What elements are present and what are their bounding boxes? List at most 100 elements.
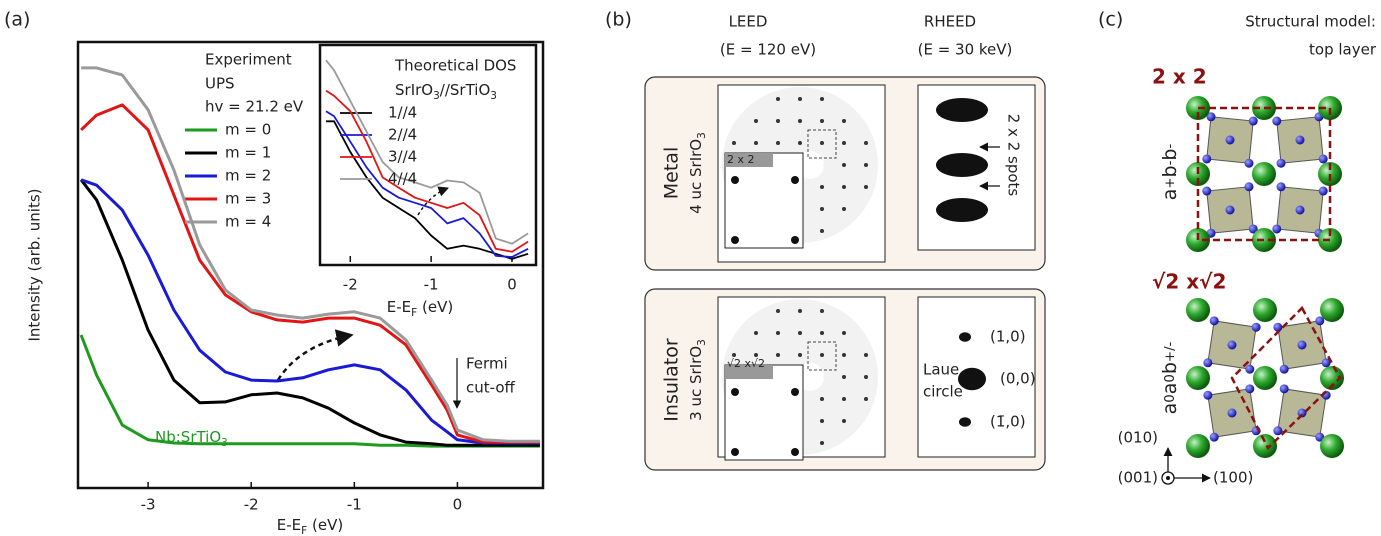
text-part: E-E (277, 516, 301, 534)
o-atom (1295, 135, 1305, 145)
superscript: + (1163, 177, 1178, 188)
o-atom (1244, 182, 1254, 192)
text-part: SrIrO (395, 81, 433, 99)
tilt-pattern: a0a0b+/- (1159, 341, 1181, 414)
diffraction-spot (731, 176, 739, 184)
o-atom (1248, 116, 1258, 126)
o-atom (1206, 112, 1216, 122)
rheed-streak (936, 153, 988, 177)
diffraction-spot (798, 97, 802, 101)
superscript: - (1163, 160, 1178, 165)
series-line (79, 178, 540, 447)
diffraction-spot (754, 119, 758, 123)
diffraction-spot (842, 119, 846, 123)
diffraction-spot (864, 375, 868, 379)
diffraction-spot (820, 97, 824, 101)
o-atom (1272, 224, 1282, 234)
diffraction-spot (776, 353, 780, 357)
o-atom (1276, 158, 1286, 168)
spot-label: (0,0) (1000, 370, 1036, 388)
o-atom (1227, 408, 1237, 418)
legend-title: UPS (205, 75, 235, 93)
diffraction-spot (776, 119, 780, 123)
legend-label: m = 0 (225, 121, 271, 139)
o-atom (1202, 186, 1212, 196)
diffraction-spot (820, 229, 824, 233)
x-axis-label: E-EF (eV) (387, 298, 453, 320)
superscript: - (1163, 144, 1178, 149)
series-line (325, 59, 529, 245)
diffraction-spot (820, 185, 824, 189)
spot-label: (1̄,0) (990, 413, 1026, 431)
diffraction-spot (864, 185, 868, 189)
o-atom (1209, 316, 1219, 326)
diffraction-spot (842, 353, 846, 357)
annotation: cut-off (466, 379, 516, 397)
o-atom (1276, 182, 1286, 192)
diffraction-spot (754, 353, 758, 357)
sample-thickness: 4 uc SrIrO3 (687, 132, 709, 214)
sr-atom (1186, 298, 1210, 322)
text-part: (eV) (307, 516, 343, 534)
diffraction-spot (864, 141, 868, 145)
x-tick-label: 0 (507, 276, 517, 294)
diffraction-images (717, 84, 1036, 461)
diffraction-spot (732, 353, 736, 357)
o-atom (1273, 322, 1283, 332)
laue-label: circle (923, 383, 963, 401)
subscript: 3 (490, 90, 497, 102)
o-atom (1321, 358, 1331, 368)
diffraction-spot (842, 331, 846, 335)
diffraction-spot (864, 397, 868, 401)
sr-atom (1253, 434, 1277, 458)
diffraction-spot (798, 309, 802, 313)
annotation: Nb:SrTiO3 (155, 428, 228, 450)
diffraction-spot (791, 388, 799, 396)
inset-frame (318, 43, 538, 267)
diffraction-spot (820, 141, 824, 145)
text-part: a (1159, 189, 1181, 201)
y-axis-label: Intensity (arb. units) (26, 188, 44, 341)
subscript: 3 (433, 90, 440, 102)
diffraction-spot (842, 185, 846, 189)
diffraction-spot (798, 331, 802, 335)
sample-label: Metal (661, 147, 683, 199)
inset-subtitle: SrIrO3//SrTiO3 (395, 81, 497, 103)
diffraction-spot (820, 207, 824, 211)
zoom-box (807, 341, 837, 371)
legend-label: 2//4 (388, 126, 417, 144)
tilt-pattern: a+b-b- (1159, 144, 1181, 201)
diffraction-spot (776, 331, 780, 335)
diffraction-spot (798, 119, 802, 123)
diffraction-spot (791, 448, 799, 456)
laue-label: Laue (923, 361, 959, 379)
x-tick-label: -1 (424, 276, 439, 294)
structure-title: top layer (1309, 41, 1377, 59)
text-part: 3 uc SrIrO (687, 346, 705, 421)
inset-title: Theoretical DOS (394, 57, 516, 75)
diffraction-spot (776, 141, 780, 145)
axis-label: (001) (1118, 469, 1158, 487)
series-line (325, 110, 529, 258)
subscript: 3 (696, 132, 708, 139)
sr-atom (1320, 434, 1344, 458)
inset-label: 2 x 2 (727, 153, 755, 166)
legend-label: 4//4 (388, 170, 417, 188)
diffraction-spot (731, 236, 739, 244)
diffraction-spot (731, 448, 739, 456)
superscript: +/- (1163, 341, 1178, 362)
o-atom (1251, 322, 1261, 332)
text-part: //SrTiO (440, 81, 490, 99)
subscript: 3 (696, 339, 708, 346)
panel-label: (b) (605, 9, 632, 31)
subscript: F (411, 307, 417, 319)
o-atom (1295, 205, 1305, 215)
sample-thickness: 3 uc SrIrO3 (687, 339, 709, 421)
sr-atom (1253, 298, 1277, 322)
o-atom (1244, 158, 1254, 168)
column-subtitle: (E = 30 keV) (918, 41, 1013, 59)
legend-label: m = 4 (225, 213, 271, 231)
legend-label: 1//4 (388, 104, 417, 122)
sr-atom (1253, 366, 1277, 390)
